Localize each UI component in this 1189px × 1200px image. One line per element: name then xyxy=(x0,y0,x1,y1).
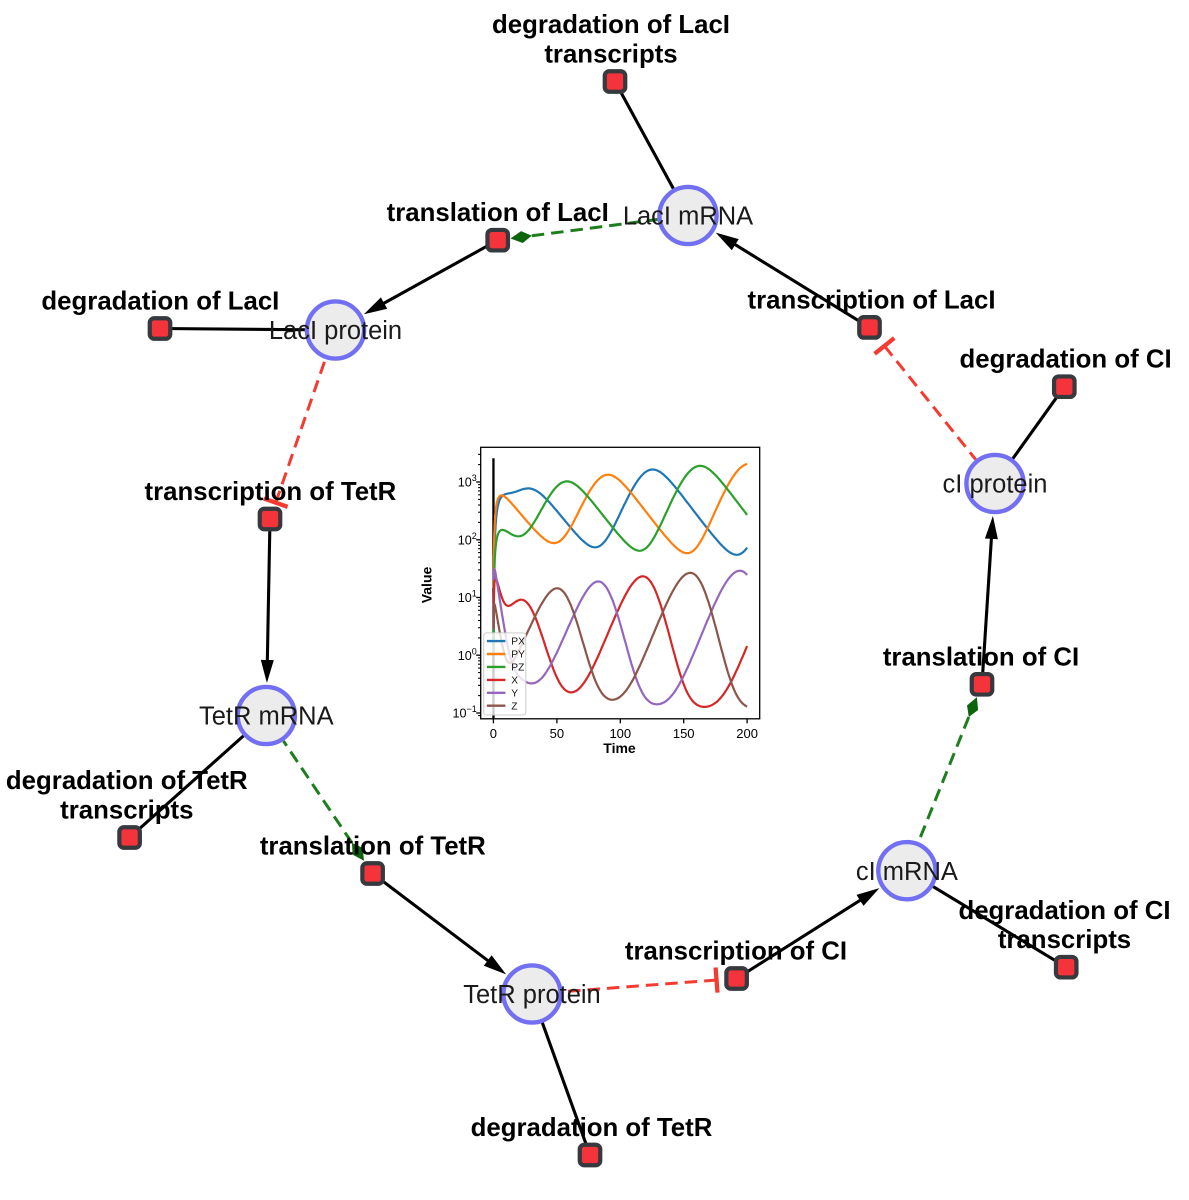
svg-text:translation of LacI: translation of LacI xyxy=(387,199,609,227)
svg-text:translation of TetR: translation of TetR xyxy=(260,833,486,861)
svg-text:transcription of TetR: transcription of TetR xyxy=(145,478,397,506)
svg-text:Y: Y xyxy=(511,688,518,699)
svg-text:150: 150 xyxy=(673,726,695,741)
svg-text:PX: PX xyxy=(511,637,525,648)
svg-text:0: 0 xyxy=(490,726,497,741)
svg-text:TetR protein: TetR protein xyxy=(463,981,601,1009)
svg-text:PZ: PZ xyxy=(511,663,524,674)
svg-text:transcripts: transcripts xyxy=(544,41,677,69)
svg-text:Time: Time xyxy=(603,740,636,756)
svg-text:200: 200 xyxy=(736,726,758,741)
svg-text:transcription of CI: transcription of CI xyxy=(625,938,847,966)
svg-text:LacI protein: LacI protein xyxy=(269,317,402,345)
svg-text:X: X xyxy=(511,676,518,687)
svg-text:PY: PY xyxy=(511,650,525,661)
svg-text:transcripts: transcripts xyxy=(998,926,1131,954)
svg-text:100: 100 xyxy=(609,726,631,741)
svg-text:translation of CI: translation of CI xyxy=(883,643,1079,671)
svg-text:degradation of TetR: degradation of TetR xyxy=(471,1114,713,1142)
svg-text:transcripts: transcripts xyxy=(60,797,193,825)
svg-text:degradation of TetR: degradation of TetR xyxy=(6,767,248,795)
svg-text:50: 50 xyxy=(550,726,564,741)
svg-text:degradation of CI: degradation of CI xyxy=(960,346,1172,374)
svg-text:degradation of LacI: degradation of LacI xyxy=(492,11,730,39)
svg-text:cI mRNA: cI mRNA xyxy=(856,858,958,886)
svg-text:LacI mRNA: LacI mRNA xyxy=(623,203,753,231)
svg-text:transcription of LacI: transcription of LacI xyxy=(748,286,996,314)
svg-text:TetR mRNA: TetR mRNA xyxy=(199,703,334,731)
svg-text:degradation of LacI: degradation of LacI xyxy=(41,288,279,316)
svg-text:Z: Z xyxy=(511,701,517,712)
svg-text:cI protein: cI protein xyxy=(943,471,1048,499)
svg-text:degradation of CI: degradation of CI xyxy=(958,897,1170,925)
svg-text:Value: Value xyxy=(418,567,434,604)
